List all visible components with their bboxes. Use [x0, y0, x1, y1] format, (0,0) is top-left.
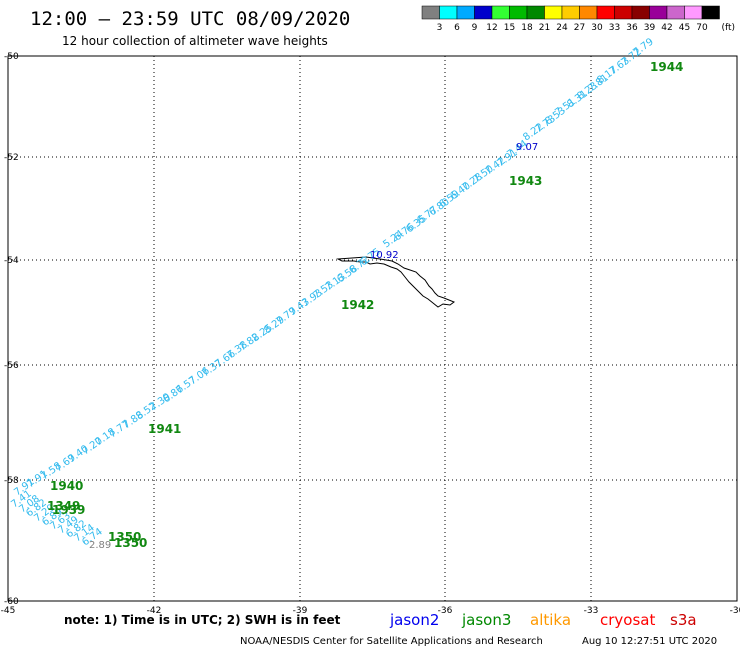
- colorbar-label: 9: [472, 23, 478, 33]
- south-georgia-coastline: [336, 256, 456, 308]
- colorbar-label: 12: [486, 23, 497, 33]
- colorbar-swatch: [421, 5, 440, 20]
- pass-time-label: 1939: [52, 503, 85, 517]
- colorbar-label: 27: [574, 23, 585, 33]
- colorbar-label: 15: [504, 23, 515, 33]
- pass-time-label: 1350: [114, 536, 147, 550]
- colorbar-swatch: [439, 5, 458, 20]
- colorbar-label: 70: [696, 23, 708, 33]
- map-frame: [7, 55, 738, 602]
- satellite-cryosat: cryosat: [600, 611, 655, 629]
- footer-note: note: 1) Time is in UTC; 2) SWH is in fe…: [64, 613, 341, 627]
- satellite-legend: jason2 jason3 altika cryosat s3a: [389, 611, 697, 629]
- pass-time-label: 1349: [47, 499, 80, 513]
- colorbar-label: 42: [661, 23, 672, 33]
- colorbar-label: 45: [679, 23, 690, 33]
- colorbar-label: 36: [626, 23, 638, 33]
- colorbar-swatch: [596, 5, 615, 20]
- generated-timestamp: Aug 10 12:27:51 UTC 2020: [582, 636, 717, 647]
- lat-tick-label: -56: [4, 361, 19, 371]
- map-title: 12:00 – 23:59 UTC 08/09/2020: [30, 8, 350, 30]
- colorbar-label: 30: [591, 23, 603, 33]
- colorbar-swatch: [544, 5, 563, 20]
- colorbar-label: 24: [556, 23, 568, 33]
- wave-height-highlight: 9.07: [516, 142, 538, 153]
- colorbar-label: 3: [437, 23, 443, 33]
- lat-tick-label: -60: [4, 597, 19, 607]
- colorbar-label: 18: [521, 23, 533, 33]
- map-grid: -45 -42 -39 -36 -33 -30 -50 -52 -54 -56 -58 -60: [1, 52, 740, 616]
- wave-height-highlight: 2.89: [89, 540, 111, 551]
- colorbar-label: 6: [454, 23, 460, 33]
- lon-tick-label: -36: [438, 606, 453, 616]
- map-subtitle: 12 hour collection of altimeter wave hei…: [62, 34, 328, 48]
- color-legend: 3 6 9 12 15 18 21 24 27 30 33 36 39 42 45 70 (ft): [421, 5, 736, 33]
- colorbar-label: 39: [644, 23, 656, 33]
- lon-tick-label: -33: [584, 606, 599, 616]
- lon-tick-label: -39: [293, 606, 308, 616]
- colorbar-swatch: [526, 5, 545, 20]
- pass-time-label: 1942: [341, 298, 374, 312]
- colorbar-swatch: [649, 5, 668, 20]
- colorbar-swatch: [561, 5, 580, 20]
- satellite-s3a: s3a: [670, 611, 697, 629]
- colorbar-swatch: [701, 5, 720, 20]
- lon-tick-label: -30: [730, 606, 740, 616]
- colorbar-swatch: [666, 5, 685, 20]
- colorbar-label: 33: [609, 23, 620, 33]
- satellite-jason3: jason3: [461, 611, 511, 629]
- credit-text: NOAA/NESDIS Center for Satellite Applica…: [240, 636, 543, 647]
- pass-time-label: 1350: [108, 530, 141, 544]
- altimeter-track: 7.797.727.638.177.818.238.317.518.537.73…: [9, 36, 655, 551]
- colorbar-swatch: [684, 5, 703, 20]
- colorbar-label: 21: [539, 23, 550, 33]
- colorbar-unit: (ft): [722, 23, 736, 33]
- pass-time-label: 1941: [148, 422, 181, 436]
- colorbar-swatch: [474, 5, 493, 20]
- satellite-altika: altika: [530, 611, 571, 629]
- colorbar-swatch: [631, 5, 650, 20]
- pass-time-label: 1944: [650, 60, 683, 74]
- colorbar-swatch: [491, 5, 510, 20]
- lon-tick-label: -42: [147, 606, 162, 616]
- colorbar-swatch: [456, 5, 475, 20]
- wave-height-highlight: 10.92: [370, 250, 399, 261]
- pass-time-label: 1943: [509, 174, 542, 188]
- lat-tick-label: -54: [4, 256, 19, 266]
- pass-time-label: 1940: [50, 479, 83, 493]
- colorbar-swatch: [614, 5, 633, 20]
- colorbar-swatch: [509, 5, 528, 20]
- lat-tick-label: -50: [4, 52, 19, 62]
- colorbar-swatch: [579, 5, 598, 20]
- lat-tick-label: -58: [4, 476, 19, 486]
- satellite-jason2: jason2: [389, 611, 439, 629]
- lat-tick-label: -52: [4, 153, 19, 163]
- lon-tick-label: -45: [1, 606, 16, 616]
